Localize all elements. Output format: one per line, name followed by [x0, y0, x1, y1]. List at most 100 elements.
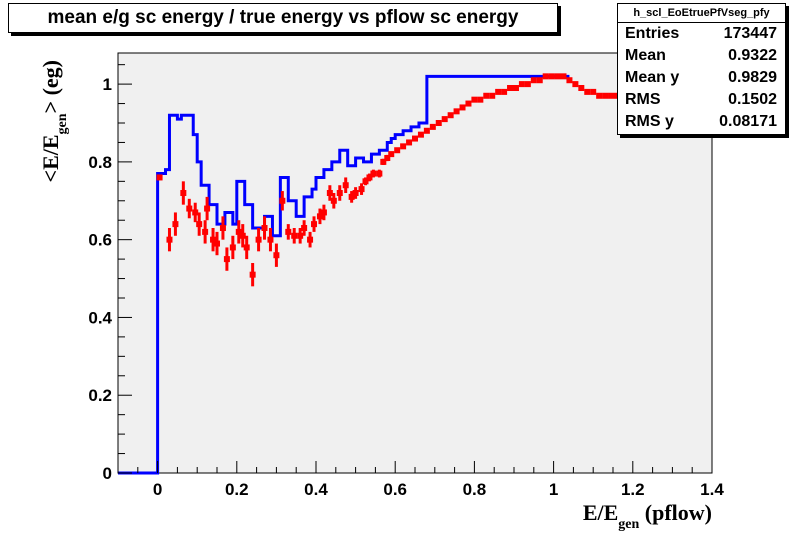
- data-point: [489, 92, 496, 99]
- data-point: [239, 224, 246, 248]
- marker: [285, 228, 292, 235]
- x-tick-label: 0.8: [463, 480, 487, 499]
- data-point: [590, 88, 597, 95]
- marker: [336, 190, 343, 196]
- data-point: [459, 104, 466, 111]
- marker: [459, 104, 466, 111]
- marker: [453, 108, 460, 115]
- data-point: [348, 191, 355, 203]
- series-step-line: [118, 74, 570, 475]
- marker: [429, 123, 436, 130]
- marker: [202, 228, 209, 235]
- marker: [166, 236, 173, 243]
- y-tick-label: 0.4: [88, 308, 112, 327]
- x-tick-label: 1: [549, 480, 558, 499]
- marker: [362, 178, 369, 185]
- marker: [196, 221, 203, 228]
- data-point: [320, 204, 327, 221]
- marker: [210, 236, 217, 243]
- marker: [352, 190, 359, 196]
- data-point: [285, 224, 292, 240]
- marker: [447, 112, 454, 119]
- marker: [590, 88, 597, 95]
- marker: [204, 205, 211, 212]
- plot-frame: [117, 52, 713, 474]
- data-point: [316, 208, 323, 225]
- marker: [223, 256, 230, 263]
- marker: [342, 182, 349, 189]
- y-tick-label: 1: [103, 75, 112, 94]
- marker: [311, 221, 318, 228]
- data-point: [204, 196, 211, 221]
- x-tick-label: 0: [153, 480, 162, 499]
- data-point: [376, 169, 383, 178]
- marker: [316, 213, 323, 220]
- stats-row-mean: Mean 0.9322: [625, 47, 777, 64]
- marker: [297, 232, 304, 239]
- data-point: [214, 231, 220, 256]
- data-point: [358, 183, 365, 195]
- x-tick-label: 0.6: [383, 480, 407, 499]
- data-point: [311, 216, 318, 232]
- x-tick-label: 1.2: [621, 480, 645, 499]
- marker: [536, 77, 543, 84]
- data-point: [501, 88, 508, 95]
- marker: [249, 271, 256, 278]
- marker: [320, 209, 327, 216]
- data-point: [441, 116, 448, 123]
- data-point: [471, 96, 478, 103]
- marker: [465, 100, 472, 107]
- data-point: [435, 120, 442, 126]
- x-tick-label: 0.2: [225, 480, 249, 499]
- marker: [273, 252, 280, 259]
- data-point: [608, 92, 615, 99]
- stats-box: h_scl_EoEtruePfVseg_pfy Entries 173447 Me…: [617, 3, 786, 135]
- data-point: [602, 92, 609, 99]
- x-tick-label: 0.4: [304, 480, 328, 499]
- data-point: [518, 81, 525, 88]
- data-point: [578, 85, 585, 91]
- data-point: [572, 81, 579, 88]
- data-point: [596, 92, 603, 99]
- data-point: [495, 88, 502, 95]
- data-point: [370, 169, 377, 178]
- data-point: [261, 216, 268, 240]
- marker: [307, 236, 314, 243]
- data-point: [301, 220, 308, 236]
- y-tick-label: 0: [103, 464, 112, 483]
- data-point: [362, 177, 369, 186]
- data-point: [307, 231, 314, 248]
- marker: [530, 77, 537, 84]
- stats-row-rms-y: RMS y 0.08171: [625, 113, 777, 130]
- stats-row-rms: RMS 0.1502: [625, 91, 777, 108]
- data-point: [423, 127, 430, 134]
- marker: [172, 221, 179, 228]
- marker: [301, 225, 308, 231]
- data-point: [219, 216, 226, 240]
- data-point: [235, 220, 242, 244]
- data-point: [453, 108, 460, 115]
- marker: [214, 240, 220, 247]
- marker: [192, 209, 199, 216]
- marker: [507, 85, 514, 91]
- marker: [596, 92, 603, 99]
- marker: [412, 135, 418, 142]
- data-point: [388, 151, 395, 158]
- data-point: [507, 85, 514, 91]
- data-point: [548, 73, 555, 80]
- marker: [326, 190, 333, 196]
- marker: [417, 131, 424, 138]
- data-point: [483, 92, 490, 99]
- marker: [255, 236, 262, 243]
- marker: [156, 174, 163, 181]
- marker: [370, 170, 377, 177]
- marker: [441, 116, 448, 123]
- data-point: [477, 96, 484, 103]
- data-point: [297, 228, 304, 244]
- stats-histogram-name: h_scl_EoEtruePfVseg_pfy: [618, 4, 785, 23]
- marker: [512, 85, 519, 91]
- data-point: [366, 173, 373, 182]
- marker: [376, 170, 383, 177]
- data-point: [417, 131, 424, 138]
